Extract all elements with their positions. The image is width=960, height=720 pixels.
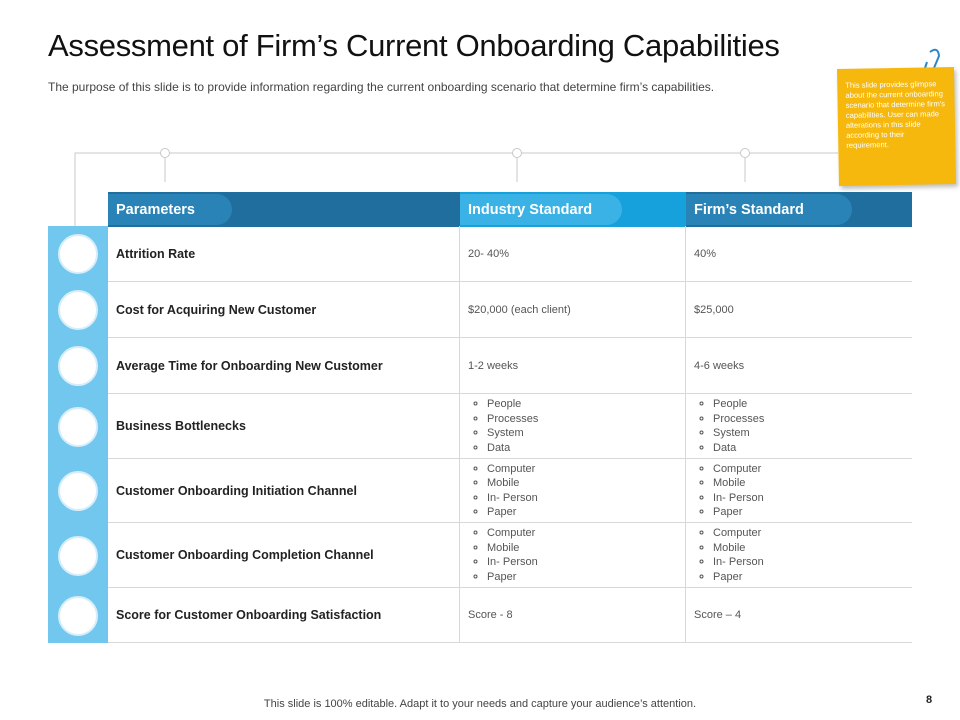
header-label: Firm’s Standard bbox=[686, 194, 852, 225]
table-row: Score for Customer Onboarding Satisfacti… bbox=[108, 588, 912, 643]
cell-value: $25,000 bbox=[694, 303, 734, 316]
cell-value: $20,000 (each client) bbox=[468, 303, 571, 316]
table-cell: Score - 8 bbox=[460, 588, 686, 642]
cell-value: Score – 4 bbox=[694, 609, 742, 621]
table-cell: 40% bbox=[686, 226, 912, 281]
parameter-name: Business Bottlenecks bbox=[116, 419, 246, 433]
parameter-name: Attrition Rate bbox=[116, 246, 196, 261]
bullet-item: Processes bbox=[713, 412, 764, 427]
row-icon bbox=[58, 406, 98, 447]
bullet-item: Paper bbox=[487, 570, 538, 585]
bullet-item: In- Person bbox=[487, 491, 538, 506]
table-row: Customer Onboarding Initiation Channel Co… bbox=[108, 459, 912, 523]
table-cell: ComputerMobileIn- PersonPaper bbox=[686, 459, 912, 522]
table-row: Cost for Acquiring New Customer $20,000 (… bbox=[108, 282, 912, 338]
bullet-item: Paper bbox=[713, 570, 764, 585]
table-cell: 20- 40% bbox=[460, 226, 686, 281]
bullet-item: Mobile bbox=[487, 541, 538, 556]
header-cell: Industry Standard bbox=[460, 192, 686, 227]
bullet-list: ComputerMobileIn- PersonPaper bbox=[694, 526, 764, 584]
table-cell: Average Time for Onboarding New Customer bbox=[108, 338, 460, 393]
row-icon bbox=[58, 471, 98, 511]
table-row: Business BottlenecksPeopleProcessesSyste… bbox=[108, 394, 912, 459]
table-cell: Score – 4 bbox=[686, 588, 912, 642]
table-cell: 4-6 weeks bbox=[686, 338, 912, 393]
header-label: Industry Standard bbox=[460, 194, 622, 225]
bullet-item: Computer bbox=[713, 526, 764, 541]
table-cell: Customer Onboarding Initiation Channel bbox=[108, 459, 460, 522]
bullet-item: Paper bbox=[713, 505, 764, 520]
table-cell: ComputerMobileIn- PersonPaper bbox=[460, 523, 686, 587]
table-cell: $25,000 bbox=[686, 282, 912, 337]
table-cell: ComputerMobileIn- PersonPaper bbox=[460, 459, 686, 522]
cell-value: 40% bbox=[694, 247, 717, 260]
parameter-name: Customer Onboarding Initiation Channel bbox=[116, 483, 357, 498]
cell-value: Score - 8 bbox=[468, 609, 513, 621]
table-cell: PeopleProcessesSystemData bbox=[460, 394, 686, 458]
bullet-item: Mobile bbox=[713, 476, 764, 491]
row-icon bbox=[58, 234, 98, 274]
bullet-list: ComputerMobileIn- PersonPaper bbox=[468, 526, 538, 584]
table-cell: Customer Onboarding Completion Channel bbox=[108, 523, 460, 587]
header-cell: Firm’s Standard bbox=[686, 192, 912, 227]
cell-value: 1-2 weeks bbox=[468, 359, 519, 372]
bullet-item: Computer bbox=[713, 462, 764, 477]
cell-value: 4-6 weeks bbox=[694, 359, 745, 372]
bullet-item: In- Person bbox=[713, 555, 764, 570]
table-row: Attrition Rate 20- 40% 40% bbox=[108, 226, 912, 282]
parameter-name: Cost for Acquiring New Customer bbox=[116, 302, 317, 317]
bullet-list: PeopleProcessesSystemData bbox=[694, 397, 764, 455]
bullet-list: ComputerMobileIn- PersonPaper bbox=[468, 462, 538, 520]
bullet-item: Processes bbox=[487, 412, 538, 427]
row-icon bbox=[58, 595, 98, 636]
bullet-list: ComputerMobileIn- PersonPaper bbox=[694, 462, 764, 520]
footer: This slide is 100% editable. Adapt it to… bbox=[263, 698, 697, 710]
bullet-item: Data bbox=[713, 441, 764, 456]
bullet-item: Mobile bbox=[713, 541, 764, 556]
bullet-item: Computer bbox=[487, 526, 538, 541]
cell-value: 20- 40% bbox=[468, 247, 509, 260]
header-label: Parameters bbox=[108, 194, 232, 225]
subtitle: The purpose of this slide is to provide … bbox=[48, 80, 715, 94]
header-cell: Parameters bbox=[108, 192, 460, 227]
table-cell: Business Bottlenecks bbox=[108, 394, 460, 458]
page-number: 8 bbox=[926, 694, 933, 706]
row-icon bbox=[58, 290, 98, 330]
parameter-name: Customer Onboarding Completion Channel bbox=[116, 548, 374, 562]
table-cell: PeopleProcessesSystemData bbox=[686, 394, 912, 458]
bullet-item: Computer bbox=[487, 462, 538, 477]
parameter-name: Average Time for Onboarding New Customer bbox=[116, 358, 383, 373]
bullet-item: In- Person bbox=[487, 555, 538, 570]
bullet-item: In- Person bbox=[713, 491, 764, 506]
table-row: Customer Onboarding Completion Channel Co… bbox=[108, 523, 912, 588]
row-icon bbox=[58, 535, 98, 576]
bullet-item: Mobile bbox=[487, 476, 538, 491]
parameter-name: Score for Customer Onboarding Satisfacti… bbox=[116, 608, 382, 622]
table-cell: Cost for Acquiring New Customer bbox=[108, 282, 460, 337]
bullet-item: Data bbox=[487, 441, 538, 456]
bullet-item: System bbox=[713, 426, 764, 441]
table-cell: 1-2 weeks bbox=[460, 338, 686, 393]
table-cell: $20,000 (each client) bbox=[460, 282, 686, 337]
bullet-item: People bbox=[487, 397, 538, 412]
bullet-item: People bbox=[713, 397, 764, 412]
table-cell: Attrition Rate bbox=[108, 226, 460, 281]
title: Assessment of Firm’s Current Onboarding … bbox=[48, 28, 780, 63]
table-row: Average Time for Onboarding New Customer… bbox=[108, 338, 912, 394]
bullet-item: System bbox=[487, 426, 538, 441]
bullet-list: PeopleProcessesSystemData bbox=[468, 397, 538, 455]
sticky-note: This slide provides glimpse about the cu… bbox=[836, 66, 957, 187]
bullet-item: Paper bbox=[487, 505, 538, 520]
table-cell: ComputerMobileIn- PersonPaper bbox=[686, 523, 912, 587]
table-cell: Score for Customer Onboarding Satisfacti… bbox=[108, 588, 460, 642]
row-icon bbox=[58, 346, 98, 386]
